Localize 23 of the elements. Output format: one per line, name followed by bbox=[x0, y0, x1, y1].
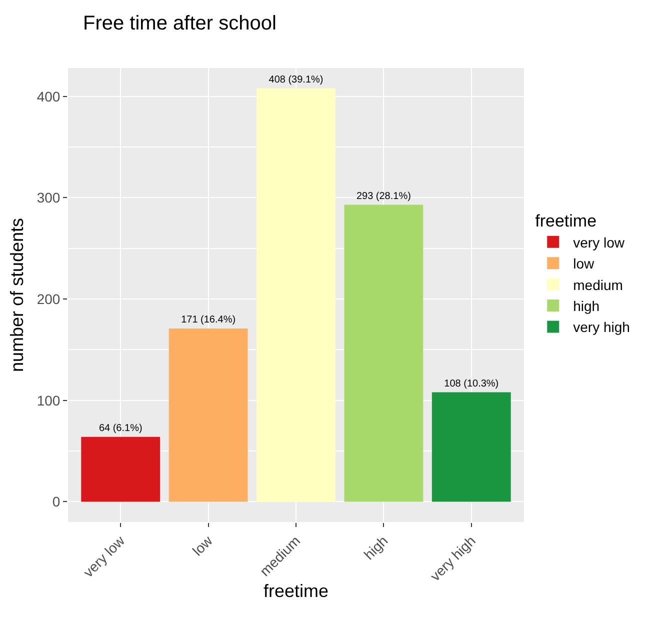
data-label: 64 (6.1%) bbox=[98, 422, 142, 434]
x-axis-title: freetime bbox=[263, 581, 329, 602]
data-label: 108 (10.3%) bbox=[444, 378, 499, 390]
legend-label: high bbox=[573, 298, 600, 314]
x-tick-label: very low bbox=[80, 532, 128, 580]
legend-label: very high bbox=[573, 319, 630, 336]
y-tick-label: 100 bbox=[36, 392, 60, 408]
x-tick-label: low bbox=[189, 532, 216, 559]
legend-label: low bbox=[573, 256, 596, 272]
chart-title: Free time after school bbox=[83, 12, 276, 35]
legend-label: medium bbox=[573, 276, 623, 293]
legend-title: freetime bbox=[535, 211, 597, 230]
y-tick-label: 0 bbox=[52, 494, 60, 510]
y-tick-label: 300 bbox=[36, 190, 60, 206]
x-tick-label: high bbox=[360, 532, 391, 563]
data-label: 171 (16.4%) bbox=[181, 314, 236, 326]
x-tick-label: very high bbox=[426, 532, 478, 584]
data-label: 293 (28.1%) bbox=[356, 190, 411, 202]
legend-label: very low bbox=[573, 234, 626, 250]
y-tick-label: 400 bbox=[36, 88, 60, 104]
y-tick-label: 200 bbox=[36, 290, 60, 307]
data-label: 408 (39.1%) bbox=[268, 74, 324, 86]
y-axis-title: number of students bbox=[7, 218, 28, 372]
